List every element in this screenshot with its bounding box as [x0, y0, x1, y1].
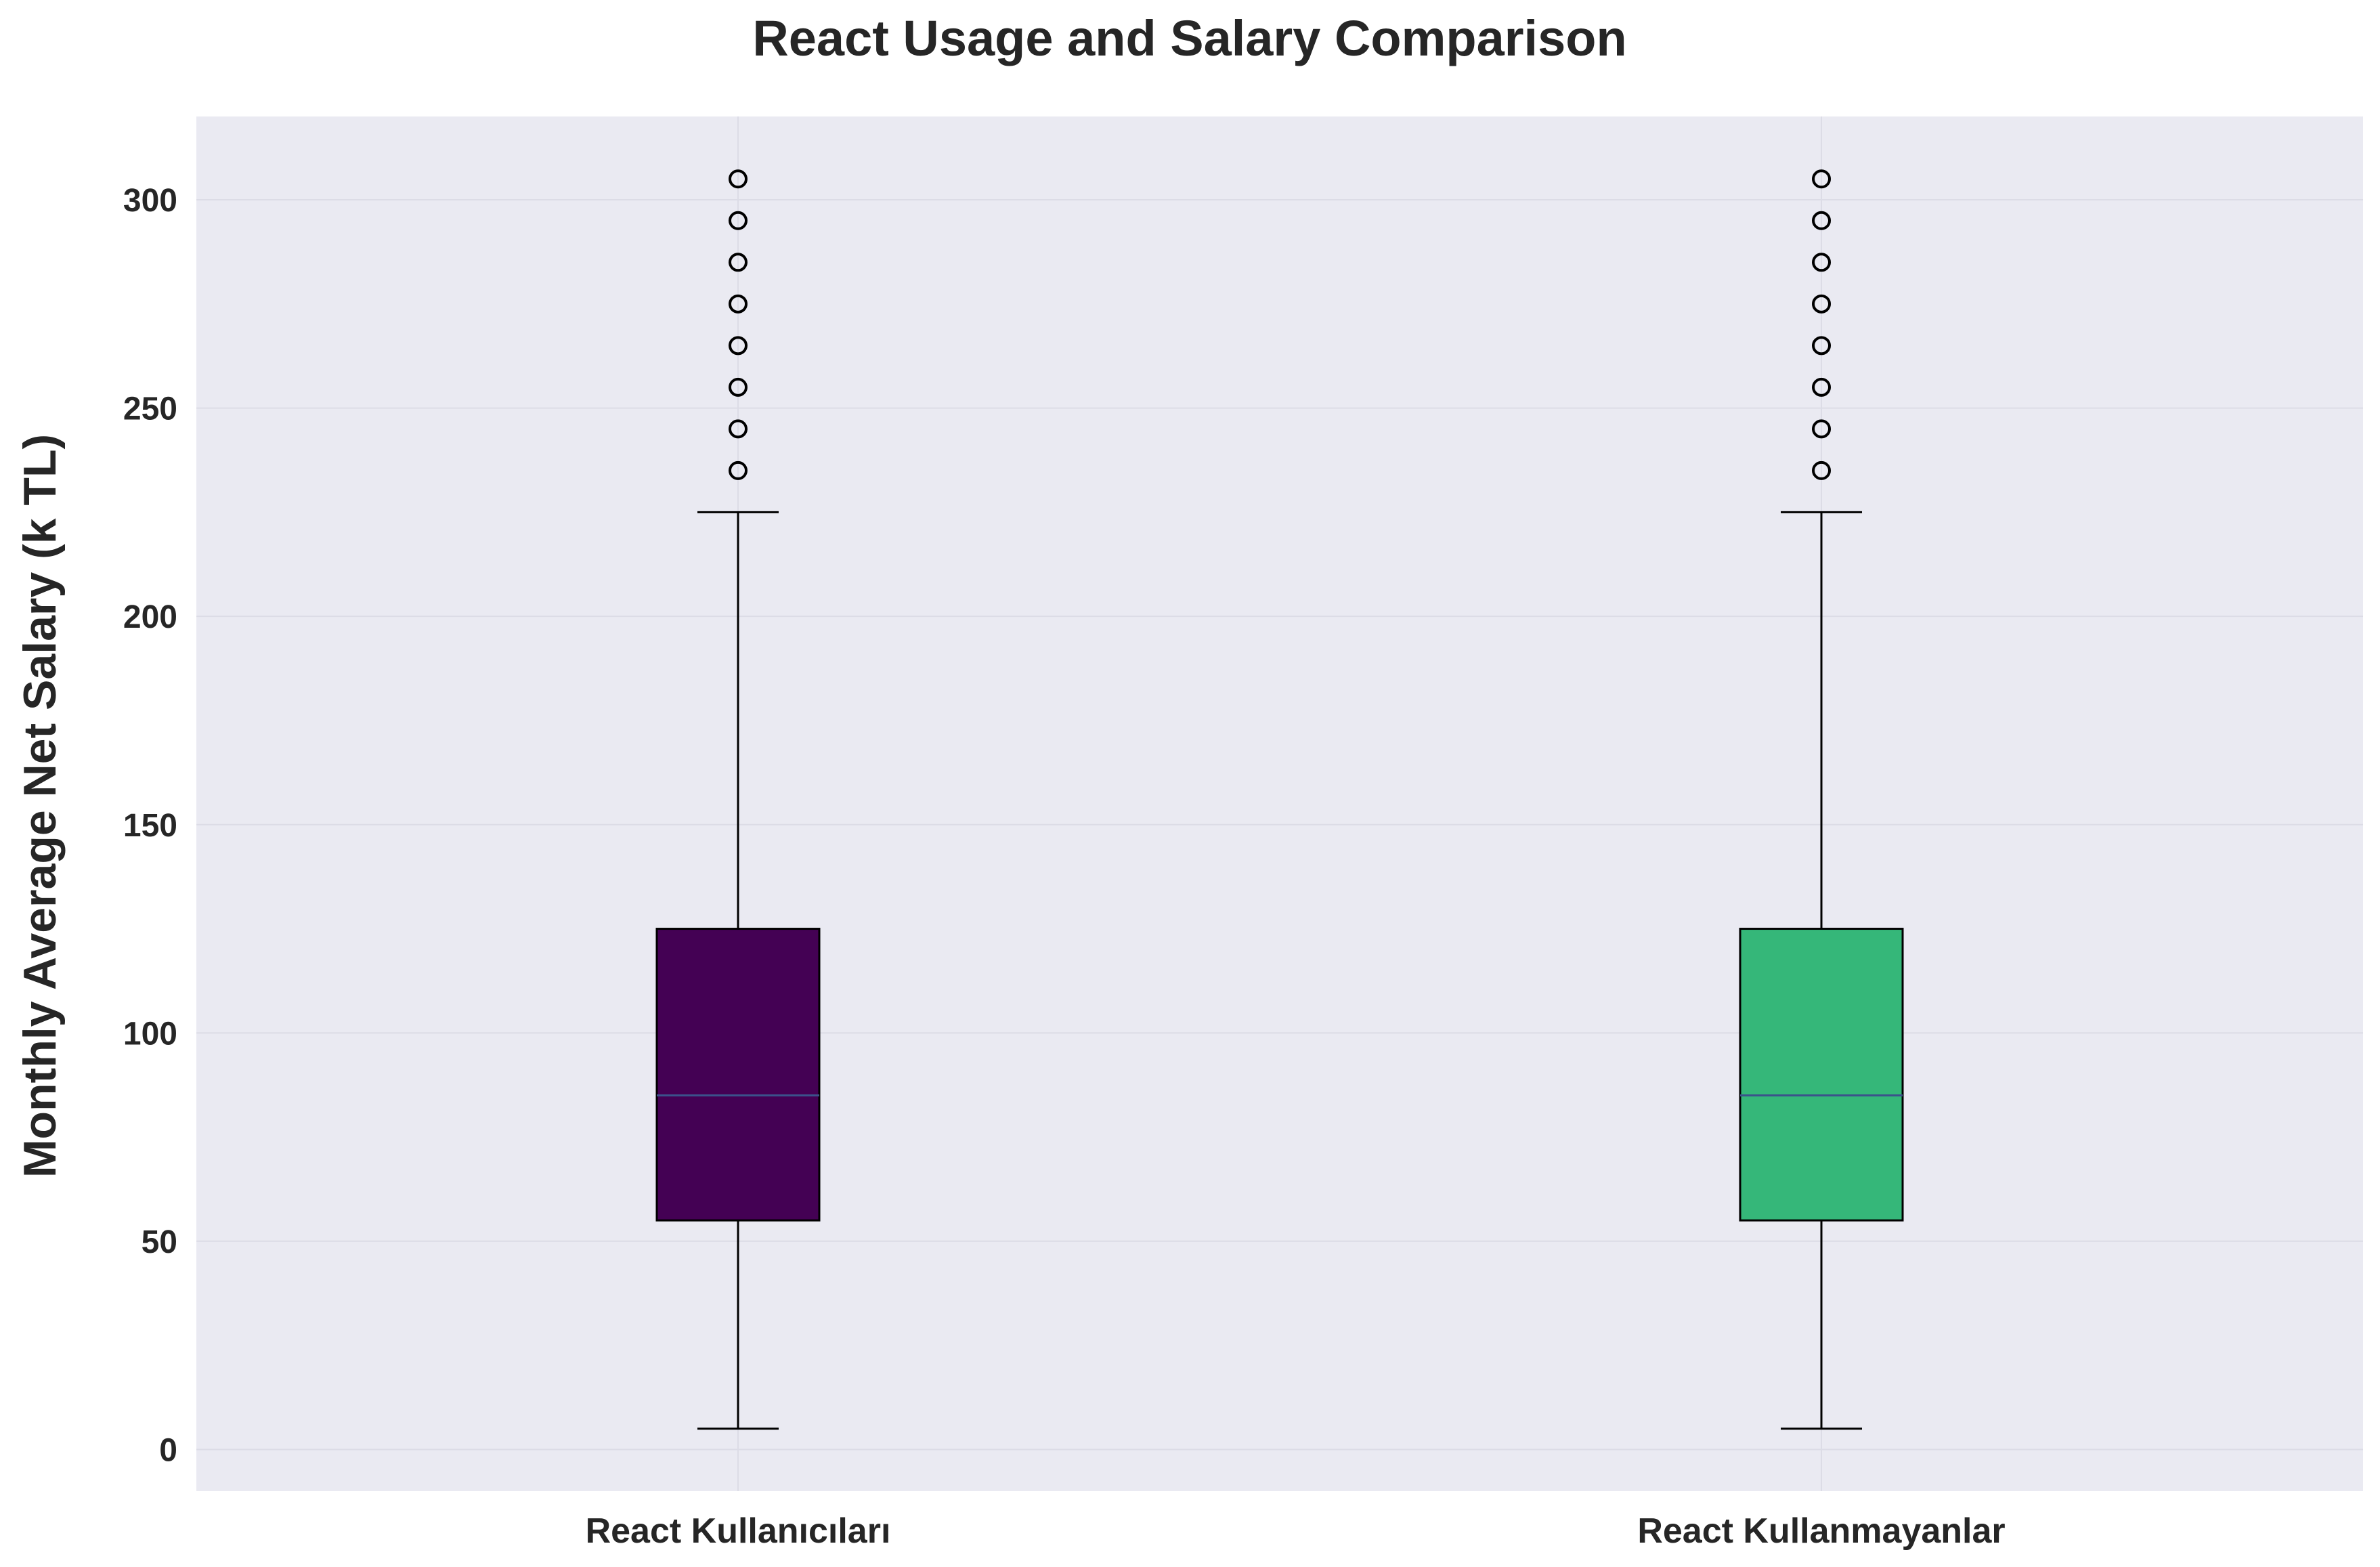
y-tick-label: 150 [123, 808, 177, 844]
chart-title: React Usage and Salary Comparison [752, 10, 1626, 66]
y-tick-label: 200 [123, 599, 177, 635]
plot-area [196, 116, 2363, 1491]
outlier-point [729, 460, 748, 480]
outlier-point [1812, 169, 1831, 189]
y-tick-label: 0 [159, 1432, 177, 1468]
y-tick-label: 250 [123, 391, 177, 427]
outlier-point [729, 377, 748, 397]
outlier-point [1812, 336, 1831, 356]
iqr-box [1739, 928, 1904, 1222]
outlier-point [1812, 419, 1831, 439]
y-axis-label: Monthly Average Net Salary (k TL) [14, 434, 66, 1178]
outlier-point [1812, 211, 1831, 230]
tick-layer: 0 50 100 150 200 250 300 React Kullanıcıları Rea… [123, 183, 2006, 1551]
box-series [655, 169, 821, 1430]
y-tick-label: 300 [123, 183, 177, 219]
outlier-point [729, 169, 748, 189]
iqr-box [655, 928, 821, 1222]
outlier-point [729, 294, 748, 314]
outlier-point [1812, 294, 1831, 314]
outlier-point [1812, 460, 1831, 480]
y-tick-label: 100 [123, 1016, 177, 1052]
series-layer [655, 169, 1904, 1430]
outlier-point [1812, 377, 1831, 397]
box-series [1739, 169, 1904, 1430]
outlier-point [729, 419, 748, 439]
x-tick-label: React Kullanıcıları [586, 1511, 891, 1551]
outlier-point [729, 253, 748, 272]
y-tick-label: 50 [142, 1224, 177, 1260]
x-tick-label: React Kullanmayanlar [1637, 1511, 2005, 1551]
outlier-point [729, 211, 748, 230]
outlier-point [729, 336, 748, 356]
outlier-point [1812, 253, 1831, 272]
